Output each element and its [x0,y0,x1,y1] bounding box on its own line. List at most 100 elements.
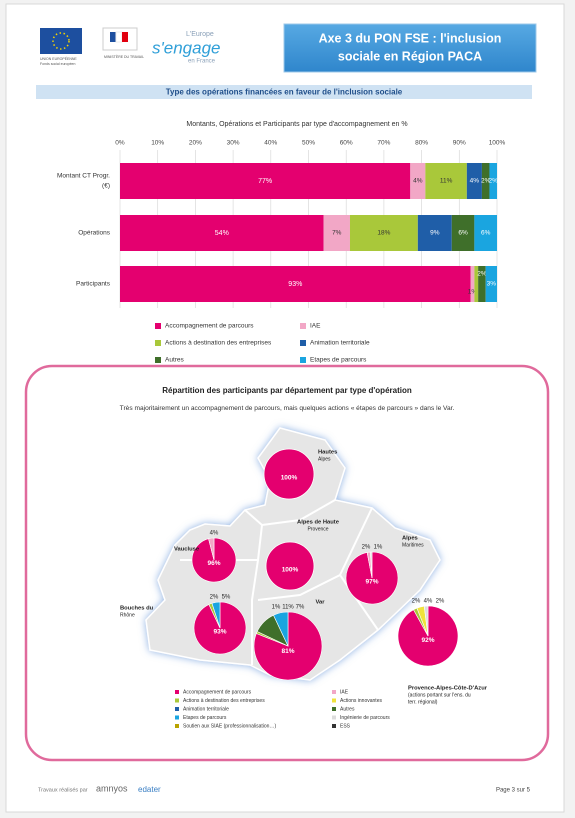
pie-label: 92% [421,637,434,644]
logo-text: s'engage [152,38,220,57]
legend-swatch [175,715,179,720]
data-label: 1% [468,289,478,296]
bar-segment [451,215,475,251]
pie-label: 100% [282,566,299,573]
bar-segment [120,266,471,302]
bar-segment [474,215,497,251]
logo-text: UNION EUROPÉENNE [40,56,77,61]
dept-name: Hautes [318,450,337,456]
pie-label: 1% [272,605,281,611]
footer-credit: Travaux réalisés par [38,787,88,793]
bar-segment [120,215,324,251]
footer-logo: amnyos [96,783,128,793]
pie-slice [263,448,315,500]
legend-label: Animation territoriale [310,340,370,347]
pie-label: 81% [281,648,294,655]
legend-swatch [175,707,179,711]
x-tick-label: 70% [377,140,390,147]
legend-swatch [155,357,161,363]
data-label: 11% [440,178,453,185]
x-tick-label: 50% [302,140,315,147]
x-tick-label: 20% [189,140,202,147]
chart-title: Montants, Opérations et Participants par… [186,121,407,128]
ministry-flag [122,32,128,42]
map-title: Répartition des participants par départe… [162,386,412,395]
data-label: 2% [477,271,487,278]
dept-name: Alpes [402,536,418,542]
x-tick-label: 40% [264,140,277,147]
pie-label: 100% [281,474,298,481]
data-label: 54% [215,230,229,237]
logo-text: en France [188,59,216,65]
data-label: 77% [258,178,272,185]
legend-swatch [155,340,161,346]
data-label: 9% [430,230,440,237]
dept-border [257,507,373,601]
legend-label: ESS [340,723,351,729]
dept-name: (actions portant sur l'ens. du [408,692,471,698]
map-subtitle: Très majoritairement un accompagnement d… [120,405,455,412]
data-label: 4% [470,178,480,185]
bar-segment [470,266,475,302]
page-title: Axe 3 du PON FSE : l'inclusion [319,31,502,45]
section-bar [36,85,532,99]
bar-segment [489,163,497,199]
logo-text: Fonds social européen [40,62,75,66]
legend-label: Actions innovantes [340,698,382,704]
bar-chart: 0% 10% 20% 30% 40% 50% 60% 70% 80% 90% 100% Montant… [57,140,506,364]
pie-label: 5% [222,595,231,601]
legend-label: Ingénierie de parcours [340,715,390,721]
legend-label: Autres [340,706,355,712]
x-tick-label: 80% [415,140,428,147]
title-box [283,23,537,73]
data-label: 18% [377,230,390,237]
legend-label: Soutien aux SIAE (professionnalisation…) [183,723,276,729]
legend-swatch [300,357,306,363]
eu-stars [52,32,70,50]
bar-segment [478,266,486,302]
data-label: 2% [489,178,499,185]
pie-slice [370,551,373,579]
legend-label: Accompagnement de parcours [165,323,254,330]
legend-swatch [332,698,336,703]
legend-swatch [332,707,336,711]
dept-name: Provence-Alpes-Côte-D'Azur [408,686,488,692]
bar-segment [417,215,452,251]
legend-swatch [332,690,336,694]
bar-segment [474,266,479,302]
footer-logo: edater [138,785,161,794]
bar-segment [425,163,467,199]
legend-swatch [332,724,336,728]
data-label: 6% [458,230,468,237]
data-label: 3% [487,281,497,288]
bar-segment [323,215,350,251]
dept-name: Var [315,600,325,606]
legend-swatch [300,323,306,329]
ministry-flag [115,31,123,43]
pie-label: 97% [365,579,378,586]
x-tick-label: 90% [453,140,466,147]
pie-slice [265,541,315,591]
x-tick-label: 60% [340,140,353,147]
x-tick-label: 30% [227,140,240,147]
pie-label: 2% [412,599,421,605]
legend-label: Etapes de parcours [183,715,227,721]
legend-swatch [175,690,179,694]
pie-slice [273,611,289,647]
legend-swatch [332,715,336,720]
eu-flag [40,28,82,54]
bar-segment [349,215,418,251]
y-tick-label: Montant CT Progr. [57,173,110,180]
x-tick-label: 100% [489,140,506,147]
x-tick-label: 0% [115,140,125,147]
dept-name: Vaucluse [174,547,200,553]
pie-label: 2% [362,545,371,551]
pie-label: 2% [436,599,445,605]
legend-label: Autres [165,357,185,364]
y-tick-label: Opérations [78,230,111,237]
legend-label: Accompagnement de parcours [183,689,252,695]
bar-segment [466,163,482,199]
legend-label: Etapes de parcours [310,357,367,364]
x-tick-label: 10% [151,140,164,147]
